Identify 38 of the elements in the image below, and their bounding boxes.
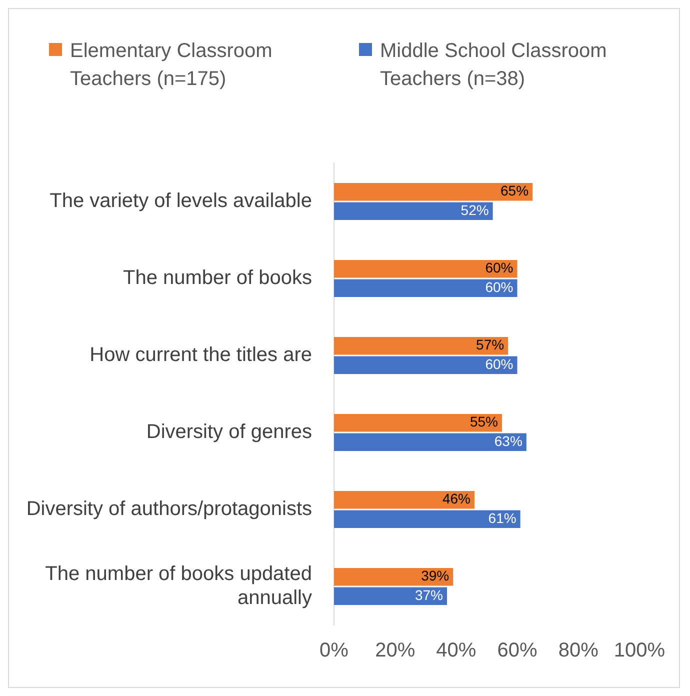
bar xyxy=(334,337,508,355)
y-tick-label: The number of books updated annually xyxy=(45,563,312,610)
bar xyxy=(334,568,454,586)
bar xyxy=(334,433,526,451)
data-label: 60% xyxy=(485,278,514,295)
bar xyxy=(334,587,448,605)
data-label: 65% xyxy=(500,182,529,199)
data-label: 57% xyxy=(476,336,504,353)
data-label: 37% xyxy=(414,586,444,603)
x-tick-label: 20% xyxy=(375,640,416,662)
bar xyxy=(334,260,518,278)
y-tick-label: The number of books xyxy=(123,267,312,290)
bar xyxy=(334,510,520,528)
bar xyxy=(334,356,518,374)
bar xyxy=(334,414,502,432)
x-tick-label: 80% xyxy=(558,640,599,662)
x-tick-label: 60% xyxy=(497,640,538,662)
x-tick-label: 100% xyxy=(614,640,666,662)
x-tick-label: 40% xyxy=(436,640,476,662)
data-label: 61% xyxy=(488,510,516,526)
data-label: 46% xyxy=(442,490,470,507)
bar xyxy=(334,202,493,220)
data-label: 63% xyxy=(494,432,522,449)
data-label: 60% xyxy=(485,356,514,372)
data-label: 39% xyxy=(421,568,450,584)
y-tick-label: Diversity of authors/protagonists xyxy=(26,498,312,520)
y-tick-label: The variety of levels available xyxy=(50,190,312,212)
data-label: 55% xyxy=(470,414,498,430)
x-tick-label: 0% xyxy=(320,640,349,662)
legend-label: Elementary Classroom Teachers (n=175) xyxy=(70,39,274,92)
bar xyxy=(334,491,474,509)
data-label: 52% xyxy=(460,202,489,218)
bar xyxy=(334,183,533,201)
legend-label: Middle School Classroom Teachers (n=38) xyxy=(380,39,608,92)
bar xyxy=(334,279,518,297)
y-tick-label: Diversity of genres xyxy=(146,421,312,444)
y-tick-label: How current the titles are xyxy=(90,344,312,366)
data-label: 60% xyxy=(485,260,514,276)
